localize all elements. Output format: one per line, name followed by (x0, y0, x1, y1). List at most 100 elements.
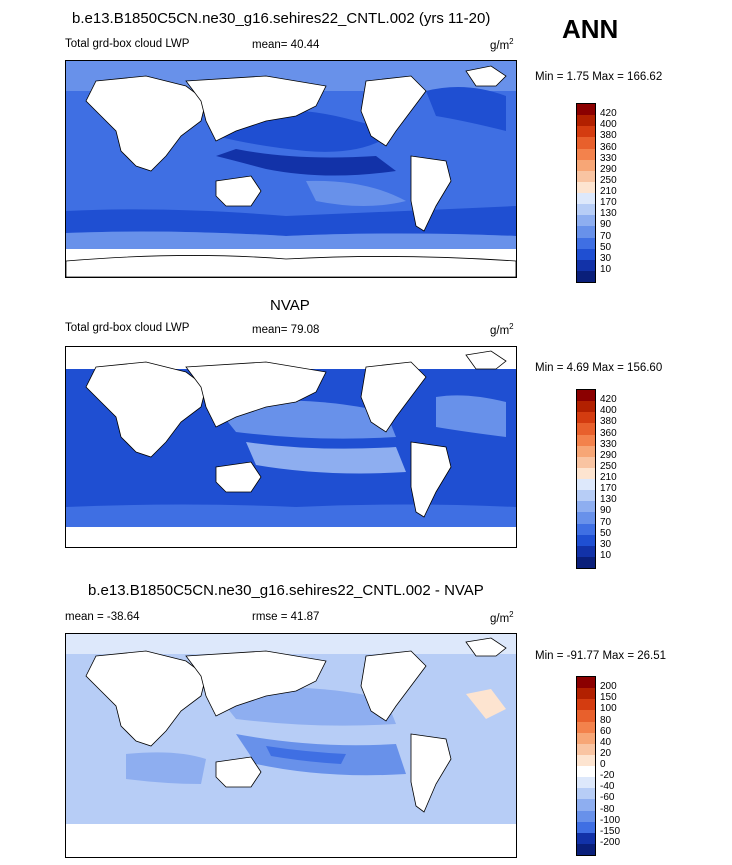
colorbar-tick-label: -40 (600, 781, 615, 793)
africa-europe-landmass (85, 650, 207, 747)
colorbar-tick-label: 70 (600, 230, 612, 242)
colorbar-swatch (577, 215, 595, 227)
colorbar-tick-label: 50 (600, 241, 612, 253)
colorbar (576, 676, 596, 856)
minmax-label: Min = 4.69 Max = 156.60 (535, 362, 663, 374)
tropical-light-band (246, 442, 406, 474)
colorbar-swatch (577, 259, 595, 271)
greenland-landmass (465, 65, 507, 87)
variable-label: Total grd-box cloud LWP (65, 322, 190, 334)
colorbar-swatch (577, 754, 595, 766)
africa-europe-landmass (85, 75, 207, 172)
north-america-landmass (360, 75, 427, 147)
colorbar-tick-label: 50 (600, 527, 612, 539)
north-atlantic-band (426, 87, 506, 131)
colorbar-swatch (577, 479, 595, 491)
australia-landmass (215, 175, 262, 207)
colorbar-tick-label: 380 (600, 130, 617, 142)
colorbar-swatch (577, 390, 595, 402)
colorbar-tick-label: 20 (600, 747, 612, 759)
south-pacific-light (306, 180, 406, 206)
colorbar-swatch (577, 148, 595, 160)
colorbar-swatch (577, 456, 595, 468)
colorbar-tick-label: 290 (600, 163, 617, 175)
colorbar-swatch (577, 104, 595, 116)
colorbar-swatch (577, 193, 595, 205)
units-label: g/m2 (490, 610, 514, 625)
variable-label: Total grd-box cloud LWP (65, 38, 190, 50)
colorbar-tick-label: -20 (600, 770, 615, 782)
colorbar-swatch (577, 677, 595, 689)
colorbar-tick-label: 150 (600, 692, 617, 704)
colorbar-swatch (577, 523, 595, 535)
atlantic-light-band (436, 395, 506, 437)
colorbar-swatch (577, 688, 595, 700)
antarctica-landmass (66, 255, 516, 277)
colorbar-swatch (577, 204, 595, 216)
tropical-pacific-band (216, 149, 396, 176)
colorbar-tick-label: 250 (600, 460, 617, 472)
colorbar-tick-label: 210 (600, 186, 617, 197)
colorbar-swatch (577, 721, 595, 733)
units-label: g/m2 (490, 322, 514, 337)
colorbar-swatch (577, 534, 595, 546)
colorbar-swatch (577, 501, 595, 513)
continents (85, 350, 507, 518)
colorbar-tick-label: 360 (600, 427, 617, 439)
colorbar-swatch (577, 832, 595, 844)
south-america-landmass (410, 733, 452, 813)
colorbar-swatch (577, 126, 595, 138)
colorbar-swatch (577, 821, 595, 833)
colorbar-tick-label: 360 (600, 141, 617, 153)
colorbar-swatch (577, 248, 595, 260)
colorbar-tick-label: 40 (600, 736, 612, 748)
arctic-band (66, 634, 516, 654)
asia-landmass (185, 75, 327, 142)
colorbar-swatch (577, 556, 595, 568)
antarctic-nodata (66, 824, 516, 857)
colorbar-swatch (577, 788, 595, 800)
south-america-landmass (410, 155, 452, 232)
pacific-light-band (216, 400, 396, 439)
colorbar-labels: 420 400 380 360 330 290 250 210 170 130 90 70 50 30 10 (600, 103, 640, 281)
south-america-landmass (410, 441, 452, 518)
colorbar-tick-label: -60 (600, 792, 615, 804)
southern-ocean-band (66, 206, 516, 236)
continents (66, 65, 516, 277)
panel-title: b.e13.B1850C5CN.ne30_g16.sehires22_CNTL.… (72, 10, 491, 27)
colorbar-swatch (577, 810, 595, 822)
colorbar-tick-label: -80 (600, 803, 615, 815)
colorbar-tick-label: 330 (600, 152, 617, 164)
asia-landmass (185, 650, 327, 717)
colorbar-swatch (577, 401, 595, 413)
colorbar-swatch (577, 170, 595, 182)
colorbar-tick-label: 70 (600, 516, 612, 528)
rmse-label: rmse = 41.87 (252, 611, 320, 623)
colorbar-swatch (577, 115, 595, 127)
colorbar-swatch (577, 699, 595, 711)
colorbar-swatch (577, 710, 595, 722)
colorbar-swatch (577, 434, 595, 446)
greenland-landmass (465, 350, 507, 370)
colorbar-tick-label: 80 (600, 714, 612, 726)
colorbar-tick-label: 100 (600, 703, 617, 715)
colorbar-tick-label: 90 (600, 505, 612, 517)
colorbar (576, 103, 596, 283)
map-model (65, 60, 517, 278)
colorbar-swatch (577, 137, 595, 149)
colorbar-tick-label: -150 (600, 825, 621, 837)
colorbar-tick-label: 170 (600, 197, 617, 209)
positive-anomaly (466, 689, 506, 719)
colorbar-swatch (577, 159, 595, 171)
colorbar-swatch (577, 777, 595, 789)
colorbar-swatch (577, 799, 595, 811)
colorbar-tick-label: 30 (600, 538, 612, 550)
units-label: g/m2 (490, 37, 514, 52)
asia-landmass (185, 361, 327, 428)
colorbar (576, 389, 596, 569)
greenland-landmass (465, 637, 507, 657)
map-difference (65, 633, 517, 858)
colorbar-swatch (577, 512, 595, 524)
colorbar-tick-label: 420 (600, 108, 617, 120)
colorbar-tick-label: 200 (600, 681, 617, 693)
